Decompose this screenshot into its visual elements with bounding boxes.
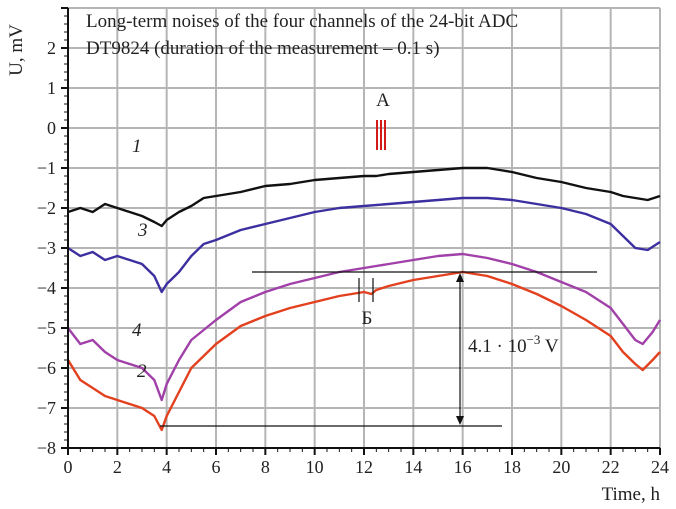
chart-title-line-2: DT9824 (duration of the measurement – 0.…	[86, 38, 440, 59]
x-tick-label: 22	[602, 457, 620, 477]
span-arrow-head-up	[456, 273, 464, 282]
annotation-span-mantissa: 4.1 · 10	[468, 336, 527, 357]
y-tick-label: −3	[37, 238, 56, 258]
x-tick-label: 16	[454, 457, 472, 477]
y-tick-label: −4	[37, 278, 56, 298]
x-tick-label: 2	[113, 457, 122, 477]
series-label-1: 1	[132, 136, 142, 157]
x-axis-label: Time, h	[602, 484, 661, 505]
series-line-2	[66, 270, 661, 432]
x-tick-label: 14	[404, 457, 422, 477]
grid	[68, 7, 661, 448]
y-axis-label: U, mV	[6, 24, 27, 76]
annotation-span-exponent: −3	[527, 332, 541, 347]
series-line-4	[67, 252, 662, 402]
y-tick-label: −8	[37, 438, 56, 458]
span-arrow-head-down	[456, 416, 464, 425]
annotation-span-unit: V	[540, 336, 558, 357]
series-line-3	[67, 196, 661, 294]
y-tick-label: 2	[47, 38, 56, 58]
y-tick-label: 0	[47, 118, 56, 138]
chart-title-line-1: Long-term noises of the four channels of…	[86, 11, 518, 32]
annotation-span-label: 4.1 · 10−3 V	[468, 332, 559, 357]
x-tick-label: 12	[355, 457, 373, 477]
series-label-2: 2	[137, 361, 147, 382]
annotation-point-b: Б	[362, 308, 373, 329]
y-tick-label: −7	[37, 398, 56, 418]
x-tick-label: 8	[261, 457, 270, 477]
y-tick-label: 1	[47, 78, 56, 98]
x-tick-label: 4	[162, 457, 171, 477]
x-tick-label: 24	[651, 457, 669, 477]
x-tick-label: 18	[503, 457, 521, 477]
annotation-point-a: A	[376, 90, 390, 111]
x-tick-label: 10	[306, 457, 324, 477]
x-tick-label: 6	[212, 457, 221, 477]
series-label-3: 3	[137, 220, 148, 241]
x-tick-label: 20	[552, 457, 570, 477]
series-label-4: 4	[132, 320, 142, 341]
y-tick-label: −2	[37, 198, 56, 218]
x-tick-label: 0	[64, 457, 73, 477]
series-layer: 1 3 4 2	[66, 136, 662, 432]
y-tick-label: −5	[37, 318, 56, 338]
series-line-1	[67, 166, 661, 228]
y-tick-label: −1	[37, 158, 56, 178]
y-tick-label: −6	[37, 358, 56, 378]
annotation-layer	[160, 120, 597, 427]
